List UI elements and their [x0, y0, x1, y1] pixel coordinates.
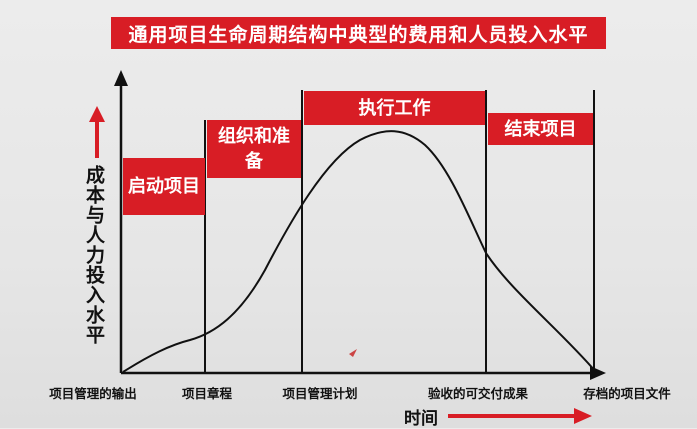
phase-box-close: 结束项目 — [488, 113, 593, 145]
x-red-arrow-shaft — [448, 414, 578, 418]
milestone-label-output: 项目管理的输出 — [49, 386, 137, 401]
milestone-label-archive: 存档的项目文件 — [583, 386, 671, 401]
diagram-title: 通用项目生命周期结构中典型的费用和人员投入水平 — [111, 17, 606, 49]
y-red-arrow-shaft — [95, 120, 99, 158]
phase-box-execute: 执行工作 — [304, 91, 485, 125]
milestone-label-charter: 项目章程 — [181, 386, 233, 401]
milestone-label-deliverables: 验收的可交付成果 — [427, 386, 529, 401]
milestone-label-plan: 项目管理计划 — [282, 386, 358, 401]
x-red-arrow-head — [574, 408, 592, 424]
y-axis-arrowhead — [114, 70, 128, 86]
x-axis-label: 时间 — [404, 409, 438, 429]
phase-box-start: 启动项目 — [123, 158, 205, 215]
cursor-mark — [349, 349, 357, 357]
effort-curve — [122, 130, 597, 373]
y-red-arrow-head — [89, 106, 105, 122]
y-axis-label: 成本与人力投入水平 — [83, 165, 105, 345]
phase-box-prepare: 组织和准备 — [207, 120, 301, 178]
